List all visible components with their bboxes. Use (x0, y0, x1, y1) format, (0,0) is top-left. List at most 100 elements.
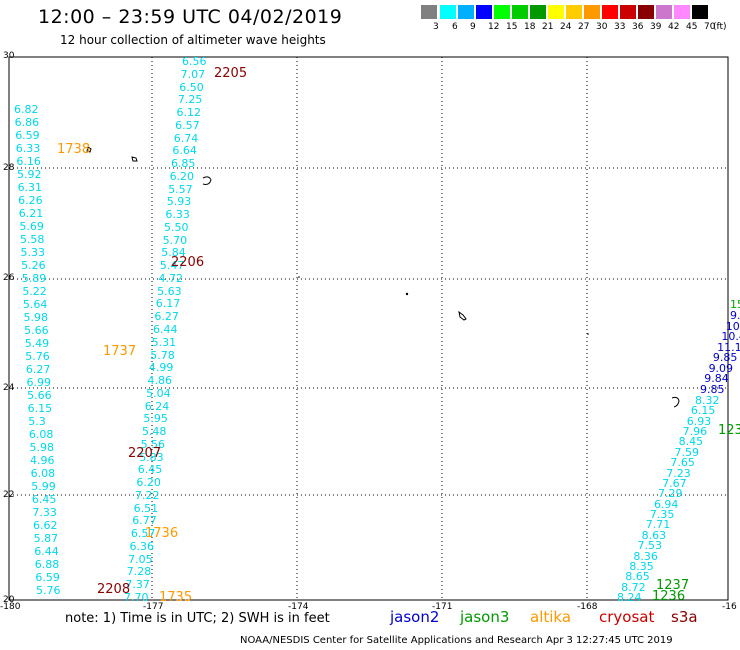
page-title: 12:00 – 23:59 UTC 04/02/2019 (38, 6, 343, 28)
wave-height-value: 11.14 (717, 340, 740, 354)
legend-swatch-4 (494, 5, 510, 19)
pass-time-label: 2205 (214, 66, 248, 81)
legend-swatch-10 (602, 5, 618, 19)
legend-label: 39 (650, 22, 662, 32)
wave-height-value: 6.59 (15, 129, 40, 142)
wave-height-value: 5.92 (16, 168, 42, 181)
wave-height-value: 7.35 (649, 508, 675, 522)
wave-height-value: 6.44 (34, 545, 59, 558)
wave-height-value: 5.89 (21, 272, 47, 285)
legend-swatch-1 (440, 5, 456, 19)
lat-tick-label: 24 (3, 383, 15, 393)
pass-time-label: 1237 (656, 578, 690, 593)
wave-height-value: 4.72 (158, 271, 184, 285)
legend-swatch-3 (476, 5, 492, 19)
wave-height-value: 6.15 (27, 402, 53, 415)
wave-height-value: 9.09 (708, 361, 734, 375)
wave-height-value: 9.84 (704, 372, 729, 386)
wave-height-value: 5.70 (162, 233, 188, 247)
wave-height-value: 10.8 (725, 319, 740, 333)
wave-height-value: 5.76 (25, 350, 50, 363)
wave-height-value: 6.51 (133, 501, 159, 515)
wave-height-value: 7.59 (674, 445, 699, 459)
satellite-legend-altika: altika (530, 608, 572, 626)
wave-height-value: 6.15 (690, 404, 716, 418)
wave-height-value: 5.22 (22, 285, 47, 298)
wave-height-value: 5.3 (28, 415, 46, 428)
satellite-legend-jason3: jason3 (460, 608, 510, 626)
lat-tick-label: 30 (3, 51, 15, 61)
wave-height-value: 6.20 (136, 476, 161, 490)
wave-height-value: 5.49 (24, 337, 50, 350)
wave-height-value: 5.58 (19, 233, 45, 246)
wave-height-value: 5.87 (33, 532, 59, 545)
legend-label: 30 (596, 22, 608, 32)
wave-height-value: 6.57 (175, 118, 200, 132)
wave-height-value: 6.99 (26, 376, 51, 389)
wave-height-value: 6.59 (35, 571, 60, 584)
wave-height-value: 7.23 (666, 466, 691, 480)
wave-height-value: 6.21 (18, 207, 44, 220)
wave-height-value: 9.85 (700, 383, 725, 396)
wave-height-value: 6.08 (30, 467, 56, 480)
lon-tick-label: -171 (432, 602, 453, 612)
legend-label: 6 (452, 22, 458, 32)
wave-height-value: 8.63 (641, 528, 667, 542)
wave-height-value: 5.04 (146, 386, 171, 400)
wave-height-value: 8.45 (678, 435, 704, 449)
legend-label: 70 (704, 22, 716, 32)
page-subtitle: 12 hour collection of altimeter wave hei… (60, 33, 326, 47)
wave-height-value: 7.33 (32, 506, 57, 519)
wave-height-value: 6.77 (132, 514, 157, 528)
wave-height-value: 6.74 (173, 131, 199, 145)
wave-height-value: 15 (730, 298, 740, 311)
lon-tick-label: -174 (288, 602, 309, 612)
wave-height-value: 6.62 (33, 519, 58, 532)
wave-height-value: 5.66 (27, 389, 52, 402)
wave-height-value: 6.33 (15, 142, 41, 155)
wave-height-value: 6.27 (25, 363, 51, 376)
wave-height-value: 6.86 (14, 116, 40, 129)
legend-label: 9 (470, 22, 476, 32)
wave-height-value: 7.29 (658, 487, 683, 501)
wave-height-value: 7.65 (670, 456, 695, 470)
legend-swatch-7 (548, 5, 564, 19)
pass-time-label: 123 (718, 423, 740, 438)
wave-height-value: 5.93 (166, 195, 192, 209)
pass-time-label: 1736 (145, 526, 179, 541)
wave-height-value: 10.4 (721, 330, 740, 344)
wave-height-value: 5.83 (139, 450, 164, 464)
wave-height-value: 5.64 (22, 298, 48, 311)
wave-height-value: 5.56 (140, 437, 166, 451)
lat-tick-label: 22 (3, 490, 15, 500)
wave-height-value: 6.44 (153, 323, 178, 336)
wave-height-value: 5.47 (159, 259, 185, 273)
wave-height-value: 7.53 (637, 539, 663, 553)
wave-height-value: 5.66 (24, 324, 49, 337)
legend-unit: (ft) (713, 22, 727, 32)
wave-height-value: 6.26 (18, 194, 43, 207)
wave-height-value: 5.98 (23, 311, 49, 324)
wave-height-value: 4.99 (148, 361, 174, 375)
wave-height-value: 7.07 (180, 67, 206, 81)
lat-tick-label: 20 (3, 595, 15, 605)
legend-label: 15 (506, 22, 518, 32)
satellite-legend-s3a: s3a (671, 608, 698, 626)
legend-swatch-12 (638, 5, 654, 19)
wave-height-value: 5.78 (150, 348, 175, 362)
legend-label: 24 (560, 22, 572, 32)
wave-height-value: 7.96 (682, 425, 708, 439)
wave-height-value: 6.93 (686, 414, 712, 428)
legend-label: 27 (578, 22, 590, 32)
wave-height-value: 6.85 (170, 157, 196, 171)
wave-height-value: 6.08 (28, 428, 54, 441)
wave-height-value: 8.36 (633, 549, 658, 563)
wave-height-value: 6.16 (16, 155, 41, 168)
legend-swatch-13 (656, 5, 672, 19)
wave-height-value: 4.86 (147, 374, 172, 388)
wave-height-value: 5.63 (157, 284, 182, 298)
legend-swatch-0 (421, 5, 437, 19)
wave-height-value: 6.56 (182, 55, 207, 68)
credit-line: NOAA/NESDIS Center for Satellite Applica… (240, 635, 673, 646)
legend-swatch-5 (512, 5, 528, 19)
